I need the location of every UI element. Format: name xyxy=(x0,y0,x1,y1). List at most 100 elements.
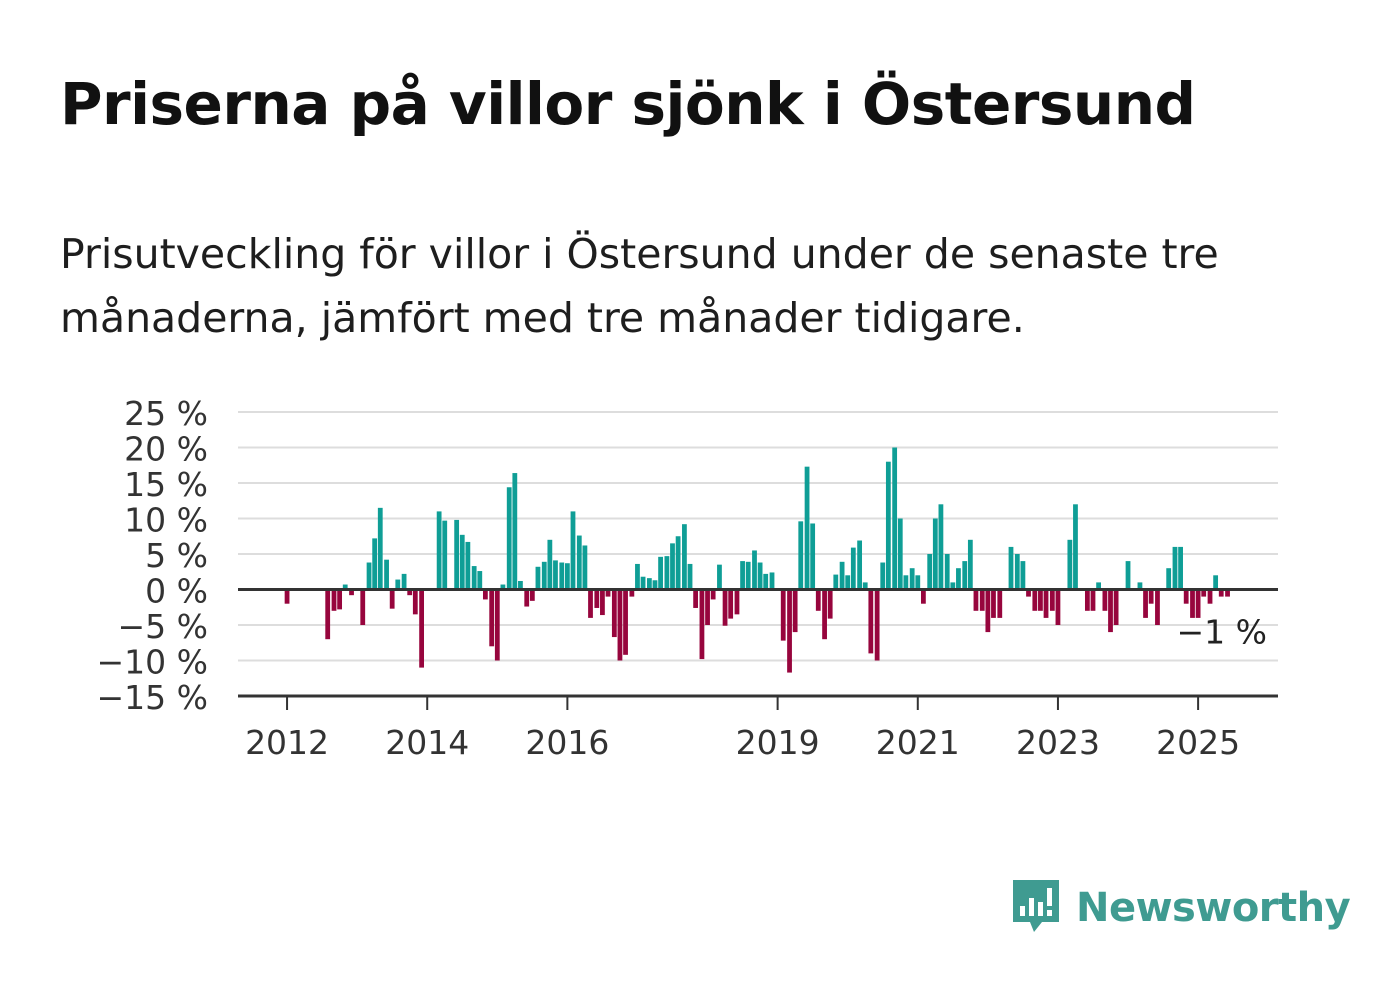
bar xyxy=(927,554,933,590)
bar xyxy=(1172,546,1178,590)
bar xyxy=(897,518,903,590)
bar xyxy=(734,589,740,615)
bar xyxy=(757,562,763,590)
bar xyxy=(617,589,623,661)
bar xyxy=(594,589,600,608)
newsworthy-logo-icon xyxy=(1013,880,1059,932)
bar xyxy=(920,589,926,604)
bar xyxy=(611,589,617,638)
bar xyxy=(331,589,337,611)
bar xyxy=(740,561,745,590)
bar xyxy=(938,504,944,590)
bar xyxy=(822,589,827,640)
bar xyxy=(360,589,366,625)
bar xyxy=(1102,589,1108,611)
bar xyxy=(991,589,996,618)
bar xyxy=(670,543,675,590)
bar xyxy=(482,589,488,600)
bar xyxy=(845,575,851,590)
bar xyxy=(1178,546,1183,590)
bar xyxy=(652,580,658,590)
bar xyxy=(722,589,728,626)
bar xyxy=(1143,589,1148,618)
bar xyxy=(489,589,495,647)
y-tick-label: 25 % xyxy=(124,394,208,433)
bar xyxy=(717,564,722,590)
bar xyxy=(664,556,670,590)
bar xyxy=(325,589,331,640)
x-axis: 2012 2014 2016 2019 2021 2023 2025 xyxy=(245,696,1240,762)
bar xyxy=(1008,546,1014,590)
bar xyxy=(1225,589,1230,597)
y-tick-label: −10 % xyxy=(97,643,209,682)
bar xyxy=(454,519,460,590)
bar xyxy=(1014,554,1020,590)
x-tick-label: 2019 xyxy=(736,723,820,762)
bar xyxy=(377,507,383,590)
bar xyxy=(518,580,523,590)
y-tick-label: 10 % xyxy=(124,501,208,540)
bar xyxy=(1218,589,1224,597)
x-tick-label: 2016 xyxy=(525,723,609,762)
bar xyxy=(682,524,687,590)
x-tick-label: 2025 xyxy=(1156,723,1240,762)
bar xyxy=(1067,539,1073,590)
bar xyxy=(658,556,663,590)
y-tick-label: −15 % xyxy=(97,678,209,717)
bar xyxy=(909,568,915,590)
bar xyxy=(401,573,407,590)
bar xyxy=(1026,589,1031,597)
bar xyxy=(535,566,541,590)
chart-subtitle: Prisutveckling för villor i Östersund un… xyxy=(60,230,1219,342)
bar xyxy=(804,466,810,590)
bar xyxy=(623,589,628,655)
bar xyxy=(780,589,786,641)
bar xyxy=(699,589,705,660)
bar xyxy=(857,540,863,590)
bar xyxy=(605,589,611,597)
bar xyxy=(1213,575,1219,590)
bar xyxy=(419,589,425,668)
bar xyxy=(932,518,938,590)
bar xyxy=(1113,589,1119,625)
bar xyxy=(459,534,465,590)
bar xyxy=(827,589,833,619)
bar xyxy=(752,550,757,590)
bar xyxy=(588,589,593,618)
chart-title: Priserna på villor sjönk i Östersund xyxy=(60,70,1196,138)
y-tick-label: 0 % xyxy=(145,572,208,611)
bar xyxy=(547,539,553,590)
brand-name: Newsworthy xyxy=(1076,885,1351,931)
bar xyxy=(967,539,973,590)
bar xyxy=(600,589,605,616)
bar xyxy=(1155,589,1160,625)
bar xyxy=(1207,589,1213,604)
bar xyxy=(839,561,845,590)
bar xyxy=(769,572,775,590)
bar xyxy=(1096,582,1101,590)
x-tick-label: 2023 xyxy=(1016,723,1100,762)
bar xyxy=(337,589,343,610)
bar xyxy=(524,589,530,607)
bar xyxy=(944,554,950,590)
bar xyxy=(862,582,868,590)
bar xyxy=(1073,504,1078,590)
bar xyxy=(874,589,880,661)
bar xyxy=(915,575,921,590)
bar xyxy=(885,461,891,590)
bar xyxy=(693,589,699,608)
bar xyxy=(349,589,354,596)
bar xyxy=(950,582,956,590)
bar xyxy=(477,571,483,590)
y-axis: 25 %20 %15 %10 %5 %0 %−5 %−10 %−15 % xyxy=(97,394,209,717)
x-tick-label: 2014 xyxy=(385,723,469,762)
bar xyxy=(1038,589,1043,611)
x-tick-label: 2021 xyxy=(876,723,960,762)
bar xyxy=(1108,589,1113,633)
bar xyxy=(366,562,372,590)
bars xyxy=(284,447,1230,673)
bar xyxy=(1090,589,1096,611)
bar xyxy=(850,547,856,590)
bar xyxy=(412,589,418,615)
